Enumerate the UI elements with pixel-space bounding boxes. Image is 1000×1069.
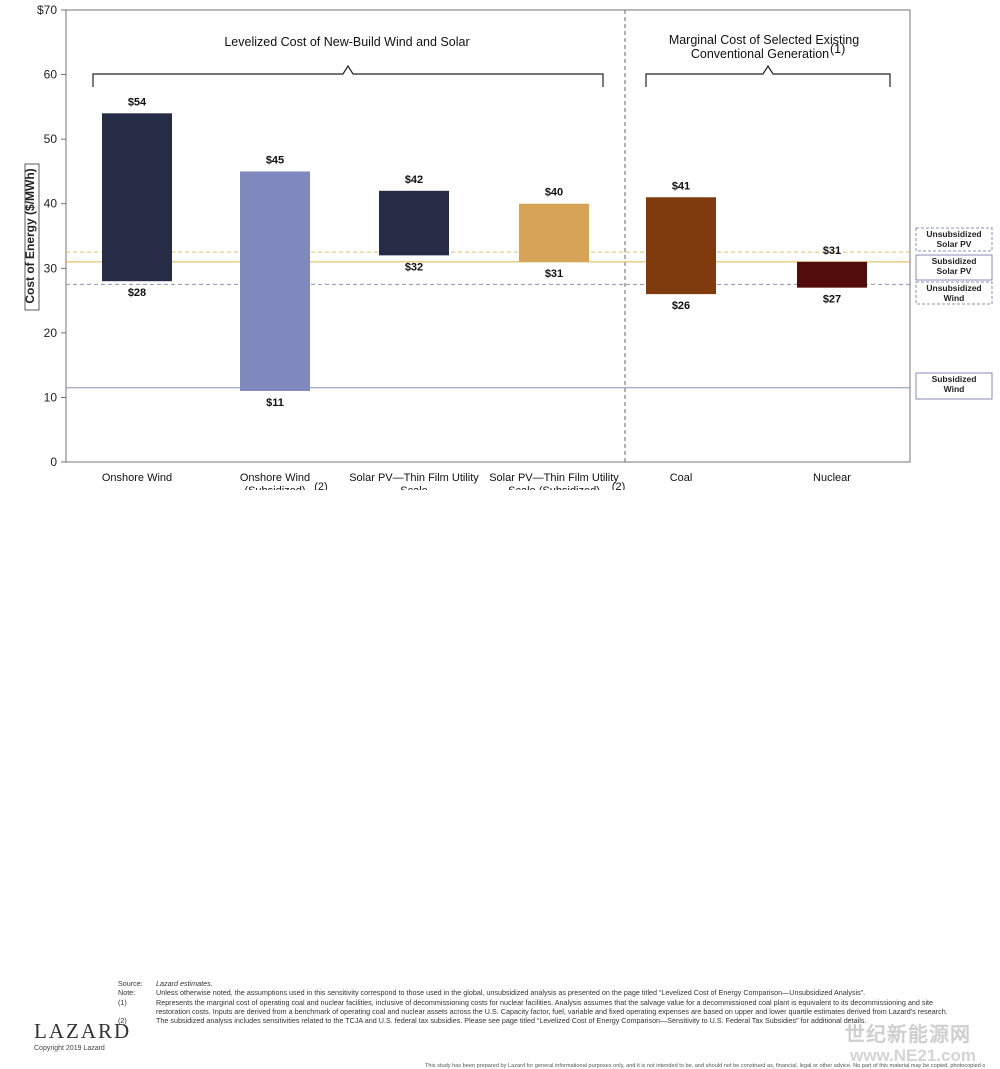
bar-low-label: $11 — [266, 397, 284, 409]
category-label: Scale (Subsidized) — [508, 485, 600, 490]
bar-low-label: $31 — [545, 268, 563, 280]
bar — [240, 171, 310, 391]
footnote-1-text: Represents the marginal cost of operatin… — [156, 997, 948, 1016]
category-label: (Subsidized) — [244, 485, 305, 490]
bar — [797, 261, 867, 288]
category-label: Onshore Wind — [102, 472, 172, 484]
bar — [379, 190, 449, 256]
reference-label-box — [915, 281, 993, 305]
note-text: Unless otherwise noted, the assumptions … — [156, 988, 866, 998]
axes: 0 10 20 30 40 50 60 $70 Cost of Energy ($/MWh) — [23, 3, 911, 469]
y-axis-label: Cost of Energy ($/MWh) — [23, 168, 37, 303]
bar — [519, 203, 589, 262]
note-key: Note: — [118, 988, 136, 998]
plot-frame — [65, 9, 911, 463]
y-tick-label: 30 — [44, 261, 58, 275]
reference-label: Wind — [944, 384, 965, 394]
reference-label: Solar PV — [937, 239, 972, 249]
bar-high-label: $45 — [266, 154, 284, 166]
bar — [646, 197, 716, 295]
reference-label-box — [915, 372, 993, 400]
y-axis-label-box — [24, 163, 40, 311]
watermark: 世纪新能源网 — [845, 1024, 971, 1046]
reference-label: Solar PV — [937, 266, 972, 276]
reference-label: Unsubsidized — [926, 283, 981, 293]
bar-high-label: $31 — [823, 245, 841, 257]
watermark-url: www.NE21.com — [850, 1046, 976, 1065]
category-footnote: (2) — [612, 481, 625, 490]
footnotes: Source: Lazard estimates. Note: Unless oth… — [118, 979, 968, 1025]
bar-high-label: $54 — [128, 96, 147, 108]
footer: Source: Lazard estimates. Note: Unless oth… — [0, 488, 1000, 1069]
y-tick-label: 40 — [44, 197, 58, 211]
group-title: Marginal Cost of Selected Existing — [669, 33, 859, 47]
bar-low-label: $28 — [128, 287, 146, 299]
bar — [102, 113, 172, 282]
reference-label-box — [915, 227, 993, 252]
category-label: Solar PV—Thin Film Utility — [489, 472, 619, 484]
category-label: Solar PV—Thin Film Utility — [349, 472, 479, 484]
group-title: Conventional Generation — [691, 47, 829, 61]
y-tick-label: 60 — [44, 68, 58, 82]
copyright: Copyright 2019 Lazard — [34, 1045, 105, 1052]
bar-high-label: $42 — [405, 174, 423, 186]
footnote-1-key: (1) — [118, 997, 127, 1007]
source-text: Lazard estimates. — [156, 979, 213, 988]
reference-label: Unsubsidized — [926, 229, 981, 239]
bars — [102, 113, 867, 391]
reference-label: Subsidized — [932, 374, 977, 384]
y-tick-label: 10 — [44, 390, 58, 404]
y-tick-label: $70 — [37, 3, 57, 17]
bar-low-label: $26 — [672, 300, 690, 312]
reference-label: Wind — [944, 293, 965, 303]
reference-label: Subsidized — [932, 256, 977, 266]
y-tick-label: 0 — [50, 455, 57, 469]
source-key: Source: — [118, 979, 143, 988]
category-label: Nuclear — [813, 472, 851, 484]
bar-high-label: $41 — [672, 180, 690, 192]
y-tick-label: 50 — [44, 132, 58, 146]
category-label: Scale — [400, 485, 428, 490]
group-title: Levelized Cost of New-Build Wind and Sol… — [224, 35, 469, 49]
range-bar-chart: 0 10 20 30 40 50 60 $70 Cost of Energy ($/MWh) U… — [23, 3, 993, 490]
lazard-logo: LAZARD — [34, 1019, 132, 1043]
group-brace-new-build — [92, 64, 604, 87]
category-label: Coal — [670, 472, 693, 484]
y-tick-label: 20 — [44, 326, 58, 340]
category-footnote: (2) — [314, 481, 327, 490]
bar-low-label: $32 — [405, 261, 423, 273]
bar-high-label: $40 — [545, 187, 563, 199]
group-title-footnote: (1) — [830, 42, 845, 56]
category-label: Onshore Wind — [240, 472, 310, 484]
group-brace-existing — [645, 64, 891, 87]
reference-label-box — [915, 254, 993, 281]
bar-low-label: $27 — [823, 294, 841, 306]
